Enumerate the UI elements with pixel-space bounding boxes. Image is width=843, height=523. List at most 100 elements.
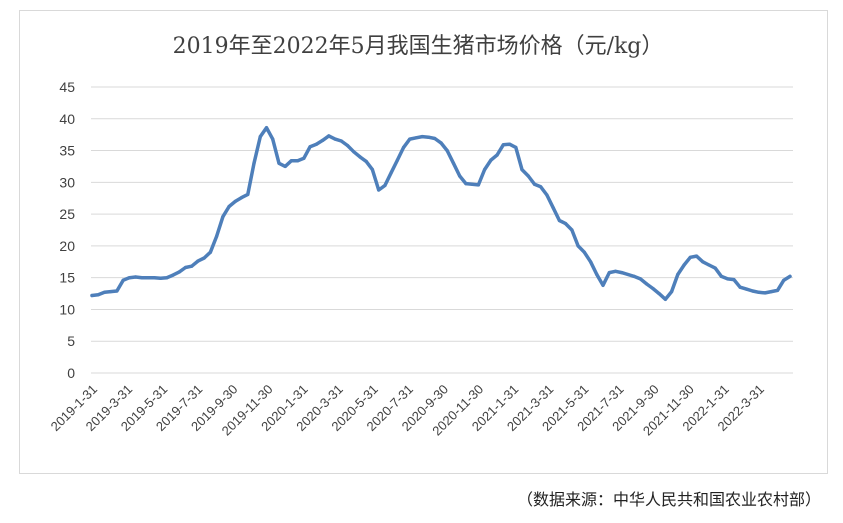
data-point [788,274,792,278]
x-axis-ticks: 2019-1-312019-3-312019-5-312019-7-312019… [48,382,767,439]
y-tick-label: 25 [59,206,75,222]
data-point [520,168,524,172]
data-point [258,135,262,139]
y-tick-label: 15 [59,270,75,286]
data-point [364,159,368,163]
data-point [345,143,350,148]
data-point [271,137,275,141]
data-point [252,161,256,165]
data-point [196,259,200,263]
data-point [321,138,325,142]
data-point [433,136,437,141]
y-tick-label: 20 [59,238,75,254]
data-point [464,182,468,186]
data-point [383,183,387,188]
data-point [663,297,668,301]
y-tick-label: 30 [59,174,75,190]
data-point [782,278,786,282]
data-point [159,276,163,280]
data-point [532,182,537,186]
data-point [651,286,655,291]
data-point [564,222,568,226]
y-tick-label: 40 [59,111,75,127]
data-point [508,142,512,146]
data-point [626,272,630,277]
data-point [339,139,343,143]
data-point [202,256,206,260]
data-point [102,290,107,294]
y-tick-label: 5 [67,333,75,349]
y-axis-ticks: 0 5 10 15 20 25 30 35 40 45 [59,79,75,381]
data-point [308,145,312,149]
data-point [395,158,399,162]
data-point [657,292,661,296]
data-point [152,276,156,280]
data-point [551,206,555,210]
data-point [115,289,119,293]
gridlines [91,86,793,374]
data-point [227,204,231,209]
data-point [701,260,705,264]
data-point [638,277,643,281]
data-point [707,263,711,267]
data-point [377,188,381,192]
data-point [277,161,281,165]
data-point [501,143,505,147]
data-point [426,135,431,139]
data-point [352,150,356,154]
y-tick-label: 0 [67,365,75,381]
data-point [763,291,767,295]
data-point [296,159,300,163]
data-point [483,168,487,172]
series-layer [90,125,792,302]
data-point [439,141,443,145]
data-point [751,289,755,293]
data-point [240,196,244,200]
data-point [283,164,287,168]
data-point [302,156,306,160]
data-point [514,145,518,149]
data-point [738,285,742,289]
y-tick-label: 45 [59,79,75,95]
data-point [595,272,599,277]
data-point [445,149,449,153]
data-point [289,159,293,163]
data-point [539,185,543,189]
data-point [314,142,318,146]
data-point [408,137,412,141]
data-point [757,290,761,294]
data-point [190,264,194,268]
data-point [557,218,562,223]
data-point [526,174,530,178]
data-point [208,250,212,254]
data-point [327,134,331,138]
data-point [420,135,424,139]
data-point [676,272,680,277]
data-point [732,278,736,282]
data-point [215,234,219,238]
data-point [389,171,393,175]
data-point [127,276,131,280]
data-point [177,270,181,274]
data-point [613,269,618,273]
data-point [632,274,636,278]
data-point [96,293,100,297]
series-line [90,125,792,302]
data-point [402,145,406,149]
data-point [620,271,624,275]
data-point [358,155,362,159]
data-point [121,278,125,282]
data-point [576,244,580,248]
chart-title: 2019年至2022年5月我国生猪市场价格（元/kg） [173,34,664,59]
data-point [607,271,611,275]
source-note: （数据来源：中华人民共和国农业农村部） [516,490,821,509]
data-point [264,126,269,130]
data-point [489,158,493,162]
data-point [769,290,773,294]
data-point [744,287,749,291]
data-point [221,215,225,219]
data-point [726,277,730,281]
data-point [589,260,593,264]
data-point [670,290,674,294]
